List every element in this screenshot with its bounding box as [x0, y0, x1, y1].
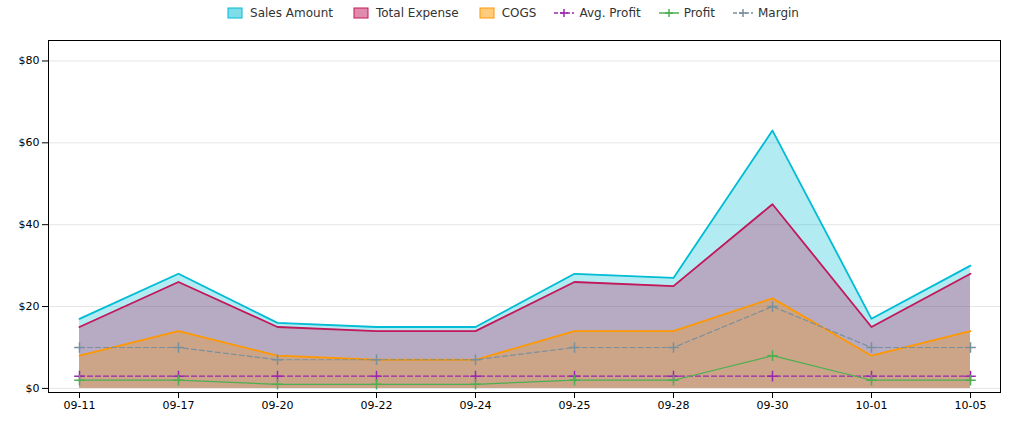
html-text:Avg. Profit: Avg. Profit	[579, 6, 641, 20]
svg-text:09-20: 09-20	[262, 399, 294, 412]
html-text:Profit: Profit	[683, 6, 715, 20]
svg-text:09-22: 09-22	[361, 399, 393, 412]
svg-text:$60: $60	[19, 136, 40, 149]
svg-text:$40: $40	[19, 218, 40, 231]
svg-text:$20: $20	[19, 300, 40, 313]
html-text:Sales Amount: Sales Amount	[250, 6, 333, 20]
svg-text:$80: $80	[19, 54, 40, 67]
svg-text:09-25: 09-25	[559, 399, 591, 412]
html-text:Total Expense: Total Expense	[376, 6, 459, 20]
svg-text:09-28: 09-28	[658, 399, 690, 412]
svg-text:09-11: 09-11	[64, 399, 96, 412]
svg-text:09-17: 09-17	[163, 399, 195, 412]
svg-text:09-24: 09-24	[460, 399, 492, 412]
html-text:COGS: COGS	[501, 6, 537, 20]
svg-text:$0: $0	[26, 382, 40, 395]
svg-text:10-05: 10-05	[955, 399, 987, 412]
svg-text:10-01: 10-01	[856, 399, 888, 412]
svg-text:09-30: 09-30	[757, 399, 789, 412]
html-text:Margin: Margin	[758, 6, 799, 20]
